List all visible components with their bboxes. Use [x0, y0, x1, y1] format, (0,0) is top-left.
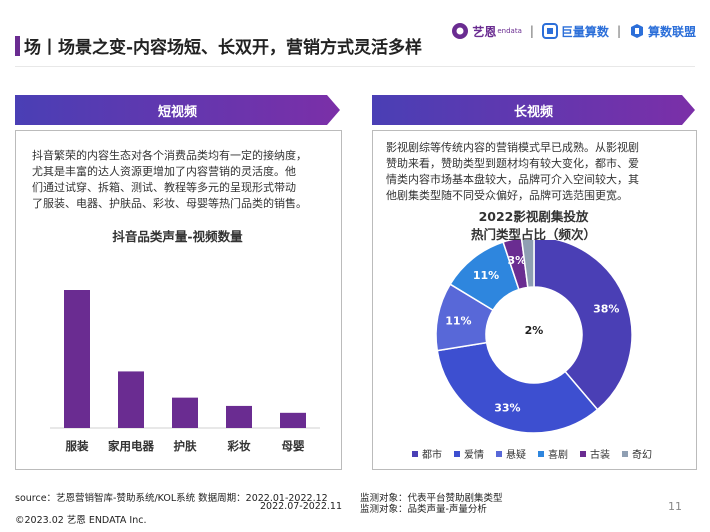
short-video-heading: 短视频	[15, 95, 340, 125]
description-line: 了服装、电器、护肤品、彩妆、母婴等热门品类的销售。	[32, 197, 307, 210]
bar-护肤	[172, 397, 198, 428]
bar-服装	[64, 290, 90, 428]
bar-chart: 服装 家用电器 护肤 彩妆 母婴	[50, 290, 320, 453]
donut-value-label: 3%	[508, 254, 527, 267]
pie-chart-title-line: 热门类型占比（频次）	[470, 227, 596, 242]
long-video-description: 影视剧综等传统内容的营销模式早已成熟。从影视剧 赞助来看，赞助类型到题材均有较大…	[386, 140, 686, 204]
donut-value-label: 33%	[494, 401, 520, 414]
legend-swatch	[622, 451, 628, 457]
donut-slice-奇幻	[520, 240, 535, 289]
logo-group: 艺恩 endata | 巨量算数 | 算数联盟	[451, 20, 696, 42]
legend-label: 古装	[590, 448, 610, 461]
suanshu-logo-text: 算数联盟	[647, 24, 696, 39]
bar-category-label: 彩妆	[227, 439, 251, 453]
description-line: 尤其是丰富的达人资源更增加了内容营销的灵活度。他	[32, 165, 296, 178]
short-video-description: 抖音繁荣的内容生态对各个消费品类均有一定的接纳度， 尤其是丰富的达人资源更增加了…	[32, 148, 332, 212]
juliang-logo-text: 巨量算数	[560, 24, 609, 39]
juliang-logo-icon	[541, 23, 558, 39]
long-video-heading: 长视频	[372, 95, 695, 125]
bar-母婴	[280, 412, 306, 428]
endata-logo: 艺恩 endata	[451, 22, 522, 40]
source-line-2: 2022.07-2022.11	[260, 501, 342, 512]
legend-swatch	[496, 451, 502, 457]
page-number: 11	[668, 500, 682, 513]
bar-彩妆	[226, 405, 252, 428]
title-accent-bar	[15, 36, 20, 56]
legend-label: 悬疑	[506, 449, 526, 461]
bar-category-label: 护肤	[174, 439, 197, 453]
legend-label: 爱情	[464, 448, 484, 461]
heading-ribbon	[15, 95, 340, 125]
pie-chart-title: 2022影视剧集投放 热门类型占比（频次）	[372, 208, 695, 244]
page-title: 场丨场景之变-内容场短、长双开，营销方式灵活多样	[24, 38, 423, 58]
logo-separator: |	[529, 24, 534, 38]
juliang-logo: 巨量算数	[541, 23, 609, 40]
bar-category-label: 服装	[66, 439, 89, 453]
pie-chart-title-line: 2022影视剧集投放	[478, 209, 589, 224]
long-video-heading-label: 长视频	[513, 104, 553, 120]
legend-label: 奇幻	[632, 448, 652, 461]
legend-swatch	[538, 451, 544, 457]
description-line: 们通过试穿、拆箱、测试、教程等多元的呈现形式带动	[32, 181, 296, 194]
heading-ribbon	[372, 95, 695, 125]
donut-value-label: 2%	[525, 324, 544, 337]
donut-slice-都市	[533, 240, 633, 411]
source-line-1: source：艺恩营销智库-赞助系统/KOL系统 数据周期：2022.01-20…	[15, 493, 328, 504]
suanshu-logo: 算数联盟	[629, 23, 696, 40]
donut-value-label: 38%	[593, 302, 619, 315]
endata-logo-icon	[452, 23, 469, 39]
copyright: ©2023.02 艺恩 ENDATA Inc.	[15, 515, 147, 526]
suanshu-logo-icon	[630, 24, 643, 38]
target-line-2: 监测对象：品类声量-声量分析	[360, 504, 487, 515]
legend-swatch	[412, 451, 418, 457]
description-line: 赞助来看，赞助类型到题材均有较大变化，都市、爱	[386, 157, 639, 170]
logo-separator: |	[616, 24, 621, 38]
description-line: 抖音繁荣的内容生态对各个消费品类均有一定的接纳度，	[32, 149, 307, 162]
legend-swatch	[580, 451, 586, 457]
bar-家用电器	[118, 371, 144, 428]
description-line: 影视剧综等传统内容的营销模式早已成熟。从影视剧	[386, 141, 639, 154]
legend-swatch	[454, 451, 460, 457]
bar-category-label: 母婴	[282, 439, 305, 453]
description-line: 他剧集类型随不同受众偏好，品牌可选范围更宽。	[386, 189, 628, 202]
donut-chart: 38% 33% 11% 11% 3% 2% 都市 爱情 悬疑 喜剧 古装 奇幻	[412, 240, 652, 461]
legend-label: 都市	[422, 448, 442, 461]
endata-logo-text: 艺恩	[472, 24, 497, 39]
endata-logo-sub: endata	[497, 27, 522, 35]
donut-value-label: 11%	[445, 314, 471, 327]
donut-value-label: 11%	[473, 269, 499, 282]
short-video-heading-label: 短视频	[157, 104, 197, 120]
target-line-1: 监测对象：代表平台赞助剧集类型	[360, 493, 503, 504]
donut-slice-爱情	[436, 341, 599, 434]
bar-chart-title: 抖音品类声量-视频数量	[112, 229, 243, 244]
bar-category-label: 家用电器	[108, 439, 154, 453]
header-divider	[15, 66, 695, 67]
description-line: 情类内容市场基本盘较大，品牌可介入空间较大，其	[386, 173, 639, 186]
legend-label: 喜剧	[548, 448, 568, 461]
